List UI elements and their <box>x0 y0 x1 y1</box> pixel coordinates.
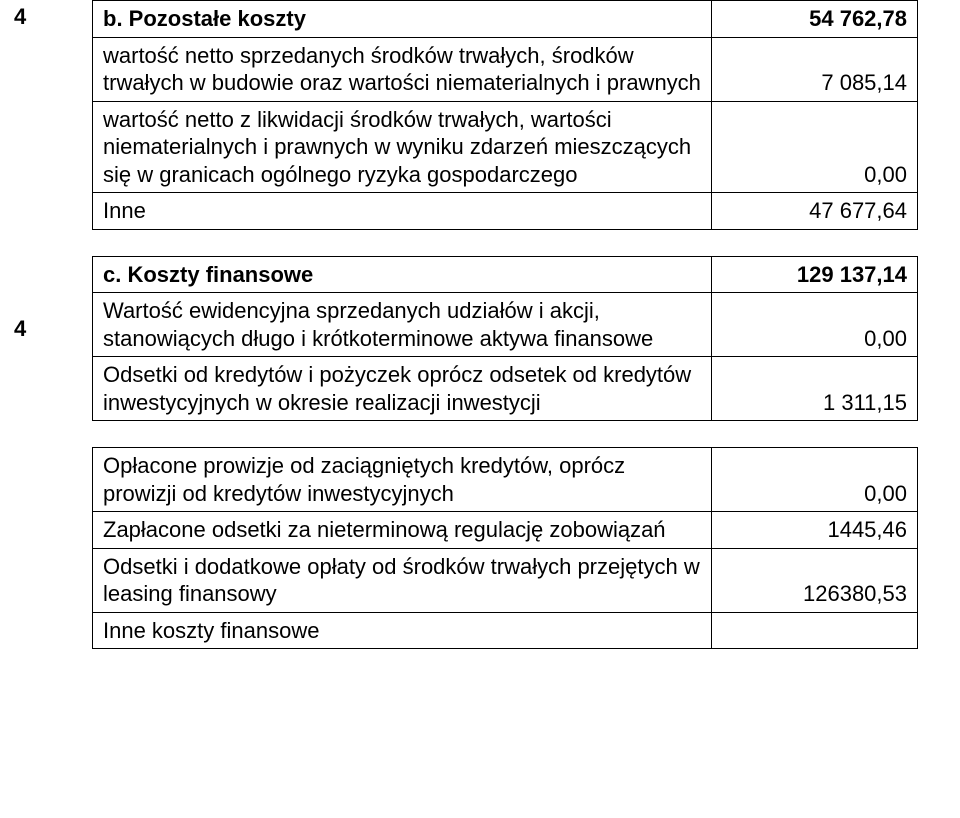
row-value: 47 677,64 <box>712 193 918 230</box>
table-row: wartość netto sprzedanych środków trwały… <box>93 37 918 101</box>
table-row: Odsetki od kredytów i pożyczek oprócz od… <box>93 357 918 421</box>
row-value: 129 137,14 <box>712 256 918 293</box>
row-value: 126380,53 <box>712 548 918 612</box>
table-row: b. Pozostałe koszty 54 762,78 <box>93 1 918 38</box>
table-row: Inne 47 677,64 <box>93 193 918 230</box>
row-label: Inne koszty finansowe <box>93 612 712 649</box>
table-row: wartość netto z likwidacji środków trwał… <box>93 101 918 193</box>
section-marker-2: 4 <box>14 316 26 342</box>
row-value: 54 762,78 <box>712 1 918 38</box>
page: 4 b. Pozostałe koszty 54 762,78 wartość … <box>0 0 960 649</box>
table-row: Opłacone prowizje od zaciągniętych kredy… <box>93 448 918 512</box>
row-value: 1445,46 <box>712 512 918 549</box>
row-label: Odsetki i dodatkowe opłaty od środków tr… <box>93 548 712 612</box>
row-value: 7 085,14 <box>712 37 918 101</box>
table-row: Wartość ewidencyjna sprzedanych udziałów… <box>93 293 918 357</box>
table-row: Odsetki i dodatkowe opłaty od środków tr… <box>93 548 918 612</box>
table-financial-costs-b: Opłacone prowizje od zaciągniętych kredy… <box>92 447 918 649</box>
row-label: Inne <box>93 193 712 230</box>
row-value <box>712 612 918 649</box>
row-label: wartość netto z likwidacji środków trwał… <box>93 101 712 193</box>
row-value: 0,00 <box>712 448 918 512</box>
row-label: c. Koszty finansowe <box>93 256 712 293</box>
row-value: 0,00 <box>712 293 918 357</box>
row-label: Odsetki od kredytów i pożyczek oprócz od… <box>93 357 712 421</box>
row-label: Opłacone prowizje od zaciągniętych kredy… <box>93 448 712 512</box>
row-value: 0,00 <box>712 101 918 193</box>
row-label: Zapłacone odsetki za nieterminową regula… <box>93 512 712 549</box>
row-label: wartość netto sprzedanych środków trwały… <box>93 37 712 101</box>
table-other-costs: b. Pozostałe koszty 54 762,78 wartość ne… <box>92 0 918 230</box>
table-row: Inne koszty finansowe <box>93 612 918 649</box>
table-financial-costs-a: c. Koszty finansowe 129 137,14 Wartość e… <box>92 256 918 422</box>
row-label: Wartość ewidencyjna sprzedanych udziałów… <box>93 293 712 357</box>
table-row: Zapłacone odsetki za nieterminową regula… <box>93 512 918 549</box>
row-label: b. Pozostałe koszty <box>93 1 712 38</box>
table-row: c. Koszty finansowe 129 137,14 <box>93 256 918 293</box>
row-value: 1 311,15 <box>712 357 918 421</box>
section-marker-1: 4 <box>14 4 26 30</box>
